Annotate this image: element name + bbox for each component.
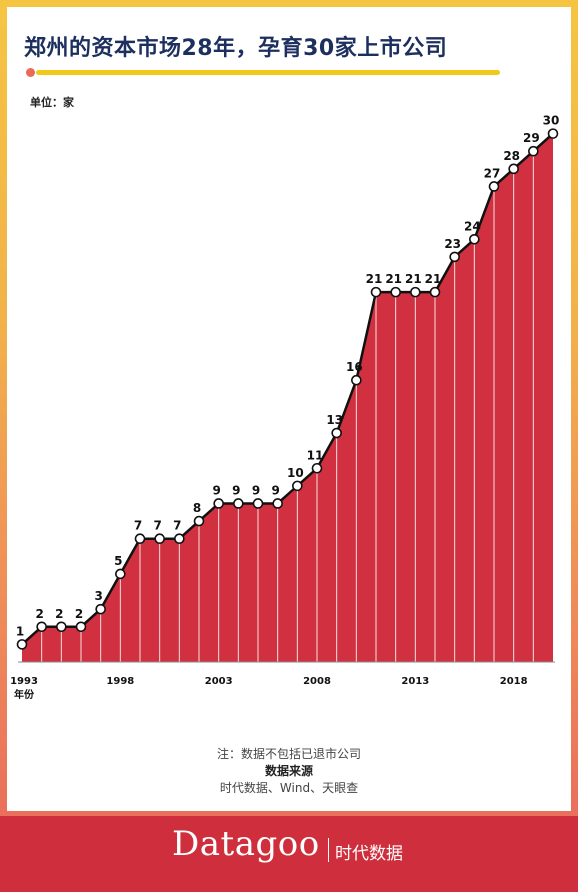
data-point-1993 (16, 639, 28, 650)
data-point-2014 (429, 286, 441, 298)
data-label-2005: 9 (252, 483, 260, 497)
data-point-2000 (154, 533, 165, 545)
data-label-1998: 5 (114, 554, 122, 568)
data-label-1994: 2 (35, 607, 43, 621)
x-tick-label-2003: 2003 (205, 676, 233, 687)
data-label-2000: 7 (153, 519, 161, 533)
data-label-1993: 1 (16, 624, 24, 638)
data-label-1996: 2 (75, 607, 83, 621)
data-point-2009 (331, 427, 342, 439)
title-underline (36, 70, 500, 75)
data-label-2002: 8 (193, 501, 201, 515)
data-label-2001: 7 (173, 519, 181, 533)
data-point-2010 (351, 374, 362, 386)
source-text: 时代数据、Wind、天眼查 (219, 781, 359, 795)
brand-logo: Datagoo (172, 824, 320, 864)
data-point-1995 (56, 621, 67, 633)
brand-name: 时代数据 (335, 844, 403, 864)
data-label-2004: 9 (232, 483, 240, 497)
x-tick-label-1993: 1993 (10, 676, 38, 687)
data-label-1999: 7 (134, 519, 142, 533)
data-label-2013: 21 (405, 272, 422, 286)
data-label-2016: 24 (464, 219, 481, 233)
unit-label: 单位：家 (30, 96, 74, 109)
data-point-1999 (134, 533, 146, 545)
brand-band (0, 816, 578, 892)
data-point-1994 (36, 621, 47, 633)
data-label-2010: 16 (346, 360, 363, 374)
data-label-2003: 9 (212, 483, 220, 497)
data-label-2014: 21 (425, 272, 442, 286)
data-point-2016 (469, 233, 480, 245)
data-point-2013 (410, 286, 421, 298)
data-point-2001 (174, 533, 185, 545)
data-point-2019 (528, 145, 539, 157)
data-label-2020: 30 (543, 114, 560, 128)
data-point-2005 (252, 498, 264, 509)
area-fill (22, 133, 553, 662)
data-label-2019: 29 (523, 131, 540, 145)
data-label-2006: 9 (271, 483, 279, 497)
series-line (21, 132, 554, 646)
footnote: 注：数据不包括已退市公司 数据来源 时代数据、Wind、天眼查 (0, 746, 578, 797)
data-point-1997 (95, 603, 106, 615)
data-point-2020 (547, 128, 559, 139)
data-label-2012: 21 (385, 272, 402, 286)
chart-title: 郑州的资本市场28年，孕育30家上市公司 (24, 36, 448, 61)
footnote-note: 注：数据不包括已退市公司 (216, 747, 361, 761)
data-point-2007 (292, 480, 303, 492)
data-label-2011: 21 (366, 272, 383, 286)
data-point-2012 (390, 286, 401, 298)
data-label-2008: 11 (307, 448, 324, 462)
x-tick-label-2018: 2018 (500, 676, 528, 687)
x-tick-label-2008: 2008 (303, 676, 331, 687)
source-title: 数据来源 (264, 764, 313, 778)
data-label-2007: 10 (287, 466, 304, 480)
x-tick-label-1998: 1998 (106, 676, 134, 687)
data-label-2017: 27 (484, 166, 501, 180)
data-point-2011 (370, 286, 382, 298)
data-label-2009: 13 (326, 413, 343, 427)
data-point-2004 (233, 498, 244, 509)
data-label-2015: 23 (444, 237, 461, 251)
data-label-2018: 28 (503, 149, 520, 163)
x-axis-title: 年份 (14, 688, 35, 701)
data-point-2008 (311, 462, 323, 474)
data-label-1995: 2 (55, 607, 63, 621)
data-point-2015 (449, 251, 460, 263)
brand-separator (328, 838, 329, 862)
data-point-1998 (115, 568, 126, 580)
data-point-2002 (193, 515, 205, 527)
data-point-2003 (213, 498, 224, 509)
data-point-1996 (75, 621, 87, 633)
data-point-2018 (508, 163, 519, 175)
x-tick-label-2013: 2013 (401, 676, 429, 687)
data-point-2006 (272, 498, 283, 509)
data-label-1997: 3 (94, 589, 102, 603)
data-point-2017 (488, 181, 500, 192)
title-accent-dot (26, 68, 35, 77)
